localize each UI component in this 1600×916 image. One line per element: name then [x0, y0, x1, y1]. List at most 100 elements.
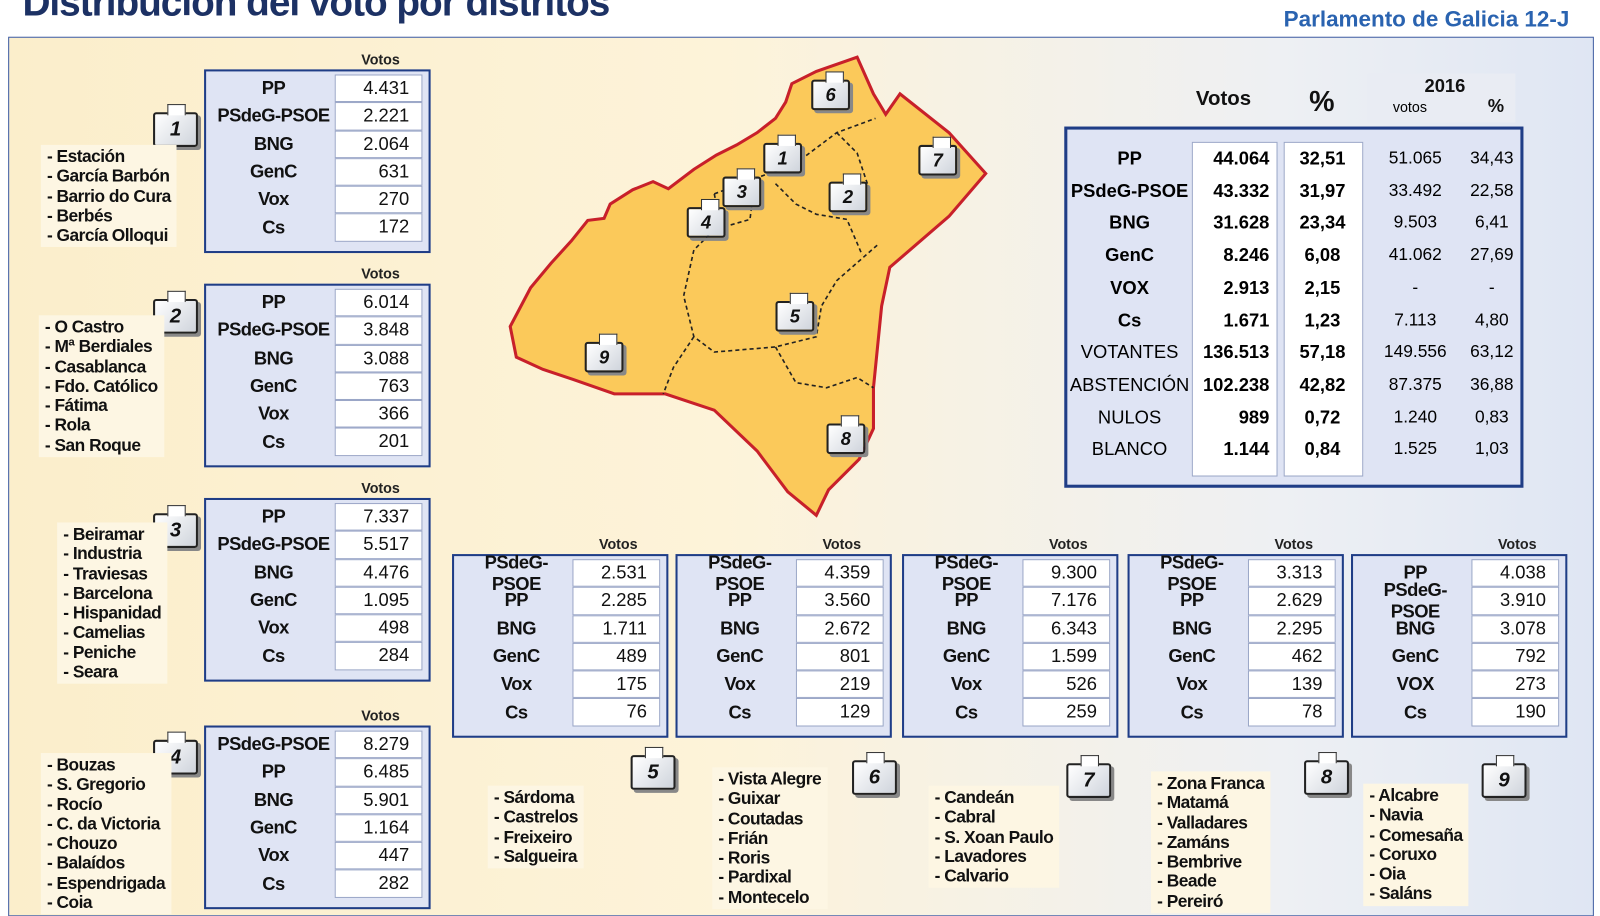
pct-2016: 63,12	[1470, 342, 1514, 362]
table-row: GenC 1.164	[212, 814, 423, 843]
area-name: - Vista Alegre	[718, 769, 822, 789]
area-name: - Oia	[1369, 864, 1406, 884]
vote-count: 1.164	[334, 814, 423, 843]
map-ballot-box: 3	[722, 168, 762, 208]
votes-2016: 33.492	[1388, 180, 1442, 200]
area-name: - Coia	[46, 892, 93, 913]
map-ballot-box: 7	[918, 136, 958, 176]
pct-2016: 36,88	[1470, 374, 1514, 394]
table-row: Vox 175	[460, 670, 661, 699]
pct: 0,72	[1304, 406, 1341, 428]
party-name: GenC	[942, 645, 990, 667]
header-pct-2016: %	[1487, 95, 1505, 117]
area-list: - O Castro - Mª Berdiales - Casablanca - Fd…	[38, 315, 164, 458]
area-name: - Beade	[1157, 871, 1217, 892]
votes-label: Votos	[361, 479, 400, 496]
party-name: GenC	[1168, 645, 1216, 667]
votes-2016: 7.113	[1394, 309, 1437, 330]
district-table: PSdeG-PSOE 2.531 PP 2.285 BNG 1.711 GenC 489 Vox…	[452, 552, 669, 738]
party-name: Vox	[258, 617, 289, 639]
party-name: BNG	[253, 133, 294, 154]
party-name: Vox	[500, 673, 532, 695]
map-ballot-box: 1	[763, 134, 803, 174]
vote-count: 129	[795, 698, 884, 727]
area-list: - Vista Alegre - Guixar - Coutadas - Frián -…	[712, 767, 828, 910]
map-ballot-box: 5	[775, 292, 815, 332]
header-year: 2016	[1424, 75, 1466, 96]
votes-label: Votos	[1048, 535, 1088, 553]
pct: 57,18	[1299, 342, 1346, 363]
table-row: GenC 763	[212, 372, 423, 401]
area-name: - Sárdoma	[493, 787, 575, 808]
map-ballot-box: 8	[826, 415, 866, 455]
party-name: GenC	[249, 589, 297, 611]
area-name: - Castrelos	[493, 807, 579, 827]
vote-count: 3.848	[334, 316, 423, 345]
votes: 8.246	[1223, 244, 1270, 266]
vote-count: 270	[334, 185, 423, 214]
vote-count: 190	[1471, 698, 1560, 727]
votes-2016: -	[1412, 277, 1419, 297]
area-list: - Candeán - Cabral - S. Xoan Paulo - Lavado…	[928, 785, 1060, 889]
party-name: Cs	[1404, 701, 1427, 723]
vote-count: 6.485	[334, 758, 423, 787]
district-table: PSdeG-PSOE 9.300 PP 7.176 BNG 6.343 GenC 1.599 V…	[902, 552, 1119, 738]
row-label: Cs	[1117, 309, 1142, 331]
vote-count: 4.431	[334, 74, 423, 103]
party-name: Vox	[724, 673, 756, 695]
vote-count: 792	[1471, 642, 1560, 671]
vote-count: 175	[572, 670, 661, 699]
table-row: Vox 366	[212, 400, 423, 429]
vote-count: 172	[334, 213, 423, 242]
area-list: - Zona Franca - Matamá - Valladares - Zamán…	[1151, 771, 1271, 914]
pct-2016: 4,80	[1474, 309, 1509, 330]
table-row: Vox 498	[212, 614, 423, 643]
pct-2016: 27,69	[1470, 244, 1514, 265]
table-row: VOX 273	[1359, 670, 1560, 699]
vote-count: 9.300	[1022, 559, 1111, 588]
party-name: GenC	[249, 161, 297, 182]
table-row: PP 2.285	[460, 587, 661, 615]
table-row: PSdeG-PSOE 3.910	[1359, 580, 1560, 621]
table-row: PSdeG-PSOE 3.848	[212, 316, 423, 345]
party-name: PP	[261, 291, 286, 313]
table-row: BNG 3.088	[212, 344, 423, 373]
pct: 32,51	[1299, 147, 1346, 169]
table-row: PSdeG-PSOE 5.517	[212, 530, 423, 559]
table-row: GenC 801	[684, 642, 884, 671]
pct: 2,15	[1304, 277, 1341, 298]
votes: 43.332	[1213, 180, 1270, 201]
area-name: - Freixeiro	[493, 827, 573, 847]
area-name: - Seara	[63, 662, 118, 682]
vote-count: 284	[334, 642, 423, 671]
area-name: - Espendrigada	[46, 873, 166, 893]
party-name: Cs	[262, 216, 285, 238]
area-name: - San Roque	[44, 435, 141, 455]
area-name: - Traviesas	[63, 563, 148, 584]
area-name: - S. Xoan Paulo	[934, 827, 1054, 847]
table-row: Cs 78	[1136, 698, 1336, 727]
party-name: PSdeG-PSOE	[708, 551, 772, 594]
area-name: - C. da Victoria	[46, 814, 160, 834]
vote-count: 3.088	[334, 344, 423, 373]
table-row: GenC 489	[460, 642, 661, 671]
party-name: BNG	[946, 618, 987, 639]
table-row: Cs 76	[460, 698, 661, 727]
vote-count: 489	[572, 642, 661, 671]
area-name: - Cabral	[934, 807, 996, 827]
vote-count: 1.599	[1022, 642, 1111, 671]
table-row: PP 7.176	[910, 587, 1111, 615]
subtitle: Parlamento de Galicia 12-J	[1283, 6, 1570, 32]
party-name: GenC	[249, 375, 297, 396]
table-row: BNG 4.476	[212, 558, 423, 587]
party-name: BNG	[253, 347, 294, 369]
header-pct: %	[1309, 85, 1335, 118]
area-name: - Fdo. Católico	[44, 376, 158, 396]
area-name: - Beiramar	[63, 524, 144, 544]
votes-label: Votos	[822, 535, 862, 553]
area-name: - Candeán	[934, 787, 1015, 808]
area-name: - Pardixal	[718, 867, 792, 888]
area-name: - Pereiró	[1157, 891, 1223, 911]
party-name: PSdeG-PSOE	[217, 105, 330, 126]
area-name: - Coruxo	[1369, 844, 1437, 865]
